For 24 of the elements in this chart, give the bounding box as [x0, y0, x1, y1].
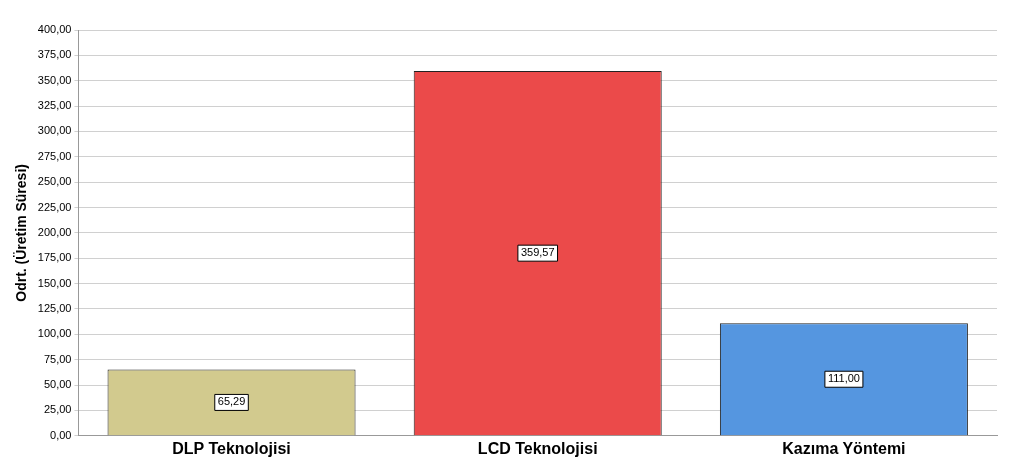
data-label: 65,29	[217, 395, 246, 408]
y-tick-label: 75,00	[43, 352, 72, 365]
y-tick-label: 300,00	[37, 124, 72, 137]
y-tick-label: 125,00	[37, 302, 72, 315]
y-tick-label: 325,00	[37, 99, 72, 112]
y-tick-label: 350,00	[37, 73, 72, 86]
y-tick-label: 250,00	[37, 175, 72, 188]
data-label: 111,00	[827, 372, 860, 385]
y-tick-label: 50,00	[43, 378, 72, 391]
x-tick-label: Kazıma Yöntemi	[782, 439, 906, 457]
y-tick-label: 175,00	[37, 251, 72, 264]
y-tick-label: 200,00	[37, 225, 72, 238]
y-tick-label: 400,00	[37, 23, 72, 36]
y-tick-label: 275,00	[37, 149, 72, 162]
y-tick-label: 0,00	[50, 428, 72, 441]
x-tick-label: DLP Teknolojisi	[172, 439, 291, 457]
y-tick-label: 100,00	[37, 327, 72, 340]
y-axis-title: Odrt. (Üretim Süresi)	[13, 164, 30, 302]
x-tick-label: LCD Teknolojisi	[477, 439, 598, 457]
data-label: 359,57	[520, 246, 555, 259]
y-tick-label: 25,00	[43, 403, 72, 416]
y-tick-label: 150,00	[37, 276, 72, 289]
y-tick-label: 225,00	[37, 200, 72, 213]
y-tick-label: 375,00	[37, 48, 72, 61]
